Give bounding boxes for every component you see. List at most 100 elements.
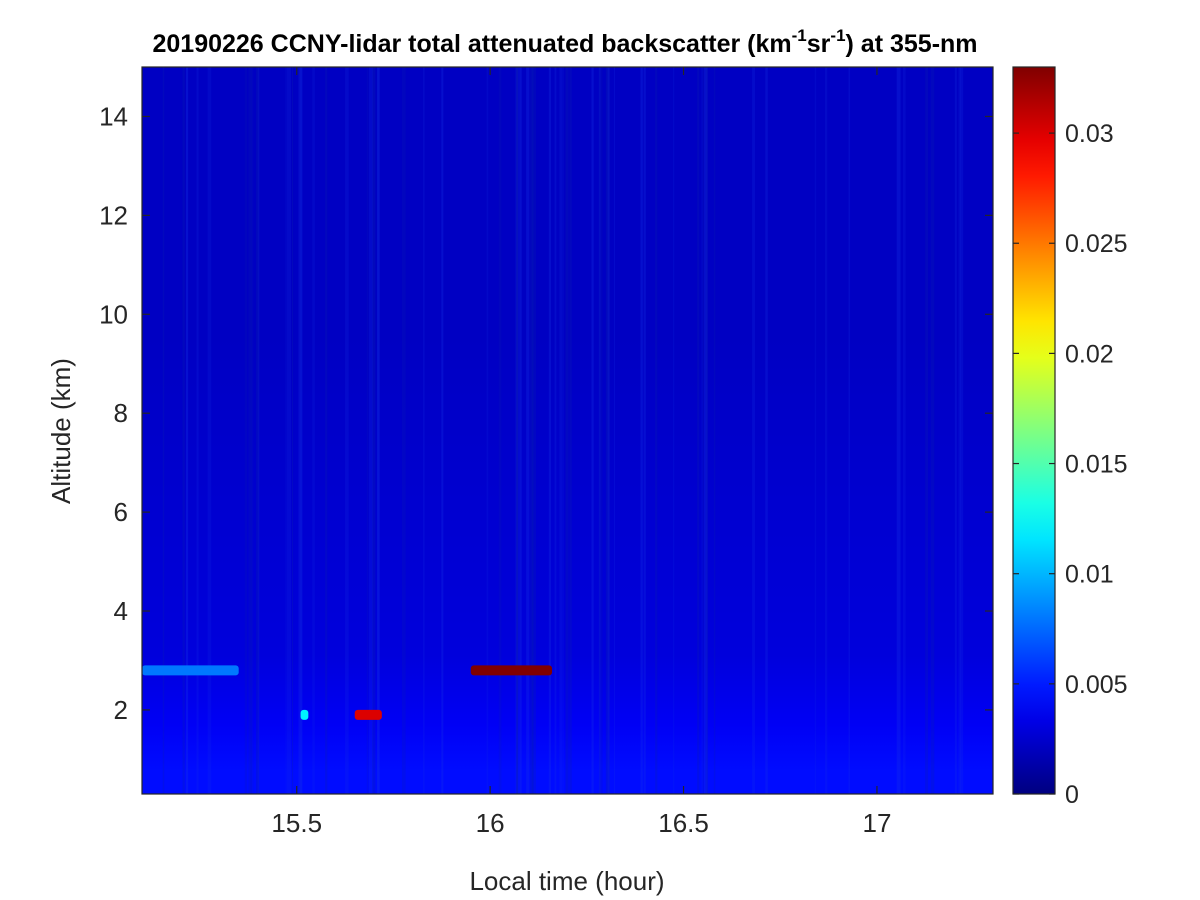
heatmap-streak (498, 67, 502, 794)
heatmap-streak (548, 67, 552, 794)
heatmap-streak (526, 67, 530, 794)
heatmap-streak (291, 67, 294, 794)
heatmap-streak (244, 67, 248, 794)
colorbar-tick-label: 0.02 (1065, 340, 1114, 368)
x-tick-label: 17 (862, 808, 891, 838)
colorbar-frame (1012, 66, 1056, 795)
y-tick-label: 12 (99, 200, 128, 230)
colorbar-tick-label: 0.005 (1065, 671, 1128, 699)
heatmap-streak (376, 67, 380, 794)
heatmap-streak (697, 67, 700, 794)
heatmap-feature (300, 709, 309, 720)
heatmap-streak (372, 67, 376, 794)
y-tick-label: 2 (114, 695, 128, 725)
heatmap-streak (256, 67, 260, 794)
chart-title-mid: sr (807, 30, 831, 58)
heatmap-streak (515, 67, 519, 794)
heatmap-feature (142, 665, 239, 676)
chart-title: 20190226 CCNY-lidar total attenuated bac… (152, 26, 977, 58)
heatmap-streak (248, 67, 252, 794)
heatmap-feature (354, 709, 382, 720)
heatmap-plot-area (142, 67, 993, 794)
y-axis-label: Altitude (km) (46, 358, 76, 504)
heatmap-streak (285, 67, 287, 794)
heatmap-streak (825, 67, 828, 794)
heatmap-streak (312, 67, 315, 794)
heatmap-streak (896, 67, 901, 794)
heatmap-features (142, 665, 553, 720)
heatmap-streak (250, 67, 254, 794)
heatmap-streak (162, 67, 165, 794)
heatmap-streak (423, 67, 425, 794)
y-tick-label: 8 (114, 398, 128, 428)
heatmap-streak (701, 67, 703, 794)
heatmap-streak (960, 67, 964, 794)
heatmap-streak (562, 67, 564, 794)
heatmap-streak (613, 67, 615, 794)
x-axis: 15.5 16 16.5 17 (271, 67, 891, 838)
heatmap-streak (599, 67, 603, 794)
colorbar-tick-label: 0.015 (1065, 451, 1128, 479)
heatmap-streak (591, 67, 594, 794)
heatmap-streak (441, 67, 444, 794)
heatmap-streak (207, 67, 212, 794)
heatmap-streak (377, 67, 380, 794)
heatmap-streak (640, 67, 643, 794)
heatmap-streak (655, 67, 658, 794)
y-tick-label: 10 (99, 299, 128, 329)
heatmap-streak (930, 67, 935, 794)
heatmap-streak (902, 67, 906, 794)
colorbar-tick-label: 0.03 (1065, 120, 1114, 148)
colorbar: 0 0.005 0.01 0.015 0.02 0.025 0.03 (1012, 66, 1128, 809)
heatmap-streak (186, 67, 189, 794)
heatmap-streak (598, 67, 601, 794)
plot-frame (141, 66, 994, 795)
x-axis-label: Local time (hour) (469, 866, 664, 896)
heatmap-streak (530, 67, 533, 794)
heatmap-streak (848, 67, 851, 794)
heatmap-streak (519, 67, 522, 794)
heatmap-streak (554, 67, 557, 794)
heatmap-streak (516, 67, 519, 794)
heatmap-streak (257, 67, 260, 794)
y-tick-label: 14 (99, 101, 128, 131)
heatmap-streaks (162, 67, 964, 794)
heatmap-streak (325, 67, 328, 794)
heatmap-streak (401, 67, 406, 794)
x-tick-label: 16 (476, 808, 505, 838)
heatmap-streak (713, 67, 716, 794)
heatmap-streak (300, 67, 303, 794)
y-axis: 2 4 6 8 10 12 14 (99, 101, 993, 725)
x-tick-label: 16.5 (658, 808, 709, 838)
heatmap-streak (530, 67, 534, 794)
heatmap-streak (569, 67, 572, 794)
heatmap-background (142, 67, 993, 794)
chart-title-sup1: -1 (792, 26, 807, 45)
heatmap-streak (925, 67, 929, 794)
x-tick-label: 15.5 (271, 808, 322, 838)
heatmap-streak (286, 67, 291, 794)
heatmap-streak (643, 67, 646, 794)
chart-title-suffix: ) at 355-nm (846, 30, 978, 58)
heatmap-streak (366, 67, 369, 794)
heatmap-streak (565, 67, 569, 794)
heatmap-streak (673, 67, 675, 794)
heatmap-streak (368, 67, 373, 794)
heatmap-streak (705, 67, 708, 794)
heatmap-streak (702, 67, 705, 794)
heatmap-streak (703, 67, 708, 794)
heatmap-streak (532, 67, 537, 794)
colorbar-ticks: 0 0.005 0.01 0.015 0.02 0.025 0.03 (1013, 120, 1128, 809)
heatmap-streak (958, 67, 962, 794)
heatmap-streak (182, 67, 185, 794)
heatmap-feature (470, 665, 553, 676)
heatmap-streak (607, 67, 610, 794)
heatmap-streak (765, 67, 768, 794)
heatmap-streak (559, 67, 563, 794)
heatmap-streak (814, 67, 817, 794)
heatmap-streak (516, 67, 518, 794)
chart-title-sup2: -1 (830, 26, 845, 45)
heatmap-streak (752, 67, 756, 794)
heatmap-streak (298, 67, 302, 794)
